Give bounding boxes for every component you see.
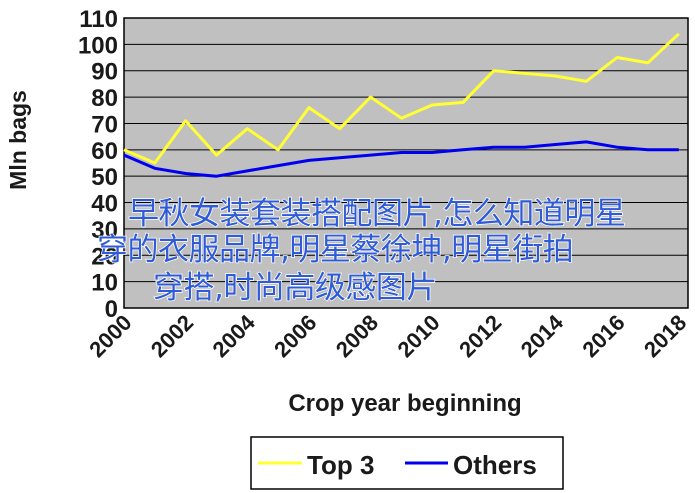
plot-background bbox=[123, 17, 689, 309]
series-line-top-3 bbox=[123, 32, 680, 165]
x-tick-label: 2004 bbox=[208, 309, 261, 362]
legend-label-others: Others bbox=[453, 450, 537, 480]
plot-area bbox=[123, 17, 689, 309]
y-tick-label: 70 bbox=[91, 111, 118, 138]
legend-label-top-3: Top 3 bbox=[307, 450, 374, 480]
y-tick-label: 80 bbox=[91, 85, 118, 112]
y-tick-label: 100 bbox=[78, 32, 118, 59]
x-axis-label: Crop year beginning bbox=[288, 390, 521, 417]
y-axis-label: Mln bags bbox=[5, 90, 31, 190]
legend: Top 3 Others bbox=[250, 436, 564, 490]
x-tick-label: 2002 bbox=[146, 310, 198, 362]
x-tick-label: 2014 bbox=[516, 309, 569, 362]
x-tick-label: 2008 bbox=[331, 310, 383, 362]
x-tick-label: 2000 bbox=[84, 310, 136, 362]
y-tick-label: 40 bbox=[91, 191, 118, 218]
x-tick-label: 2010 bbox=[392, 310, 444, 362]
y-tick-label: 10 bbox=[91, 270, 118, 297]
y-tick-label: 90 bbox=[91, 59, 118, 86]
x-tick-label: 2018 bbox=[639, 310, 691, 362]
x-axis-tick-labels: 2000 2002 2004 2006 2008 2010 2012 2014 2016 2018 bbox=[84, 309, 691, 362]
gridlines bbox=[124, 43, 688, 283]
y-tick-label: 60 bbox=[91, 138, 118, 165]
y-tick-label: 20 bbox=[91, 243, 118, 270]
x-tick-label: 2012 bbox=[454, 310, 506, 362]
series-lines bbox=[123, 32, 680, 178]
y-tick-label: 30 bbox=[91, 217, 118, 244]
y-tick-label: 0 bbox=[105, 296, 118, 323]
series-line-others bbox=[123, 140, 679, 178]
y-tick-label: 50 bbox=[91, 164, 118, 191]
x-tick-label: 2006 bbox=[269, 310, 321, 362]
x-tick-label: 2016 bbox=[577, 310, 629, 362]
y-tick-label: 110 bbox=[79, 6, 118, 33]
